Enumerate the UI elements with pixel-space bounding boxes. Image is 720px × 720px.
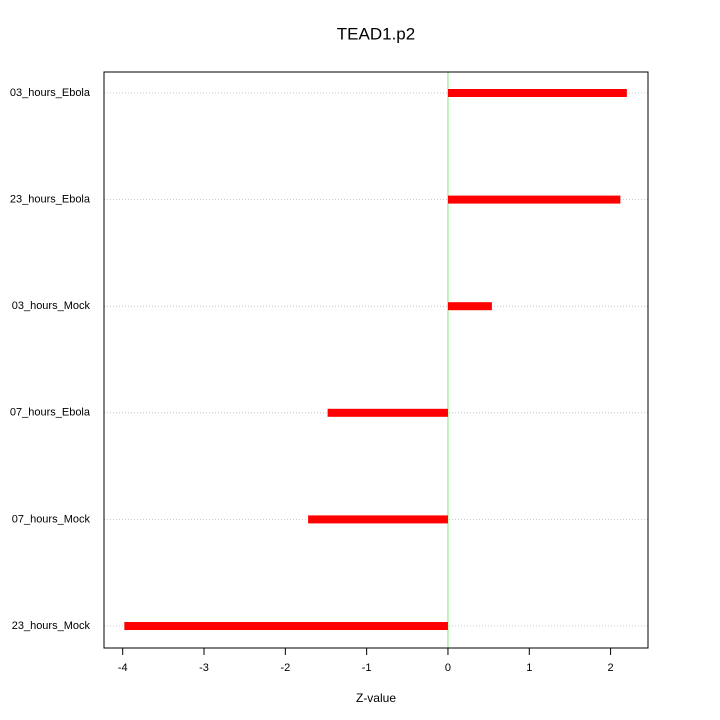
plot-frame: [103, 71, 649, 649]
x-tick-label: 0: [445, 662, 451, 674]
bar: [308, 515, 448, 524]
x-tick-label: 1: [526, 662, 532, 674]
y-tick-label: 07_hours_Ebola: [10, 407, 91, 419]
y-tick-label: 23_hours_Ebola: [10, 194, 91, 206]
bar: [327, 408, 448, 417]
x-tick-label: -3: [199, 662, 209, 674]
y-tick-label: 07_hours_Mock: [12, 513, 91, 525]
chart-title: TEAD1.p2: [337, 24, 415, 43]
x-tick-label: -4: [118, 662, 128, 674]
bar: [447, 302, 492, 311]
x-tick-label: 2: [608, 662, 614, 674]
x-tick-label: -1: [362, 662, 372, 674]
x-tick-label: -2: [280, 662, 290, 674]
y-tick-label: 03_hours_Ebola: [10, 87, 91, 99]
x-axis-label: Z-value: [356, 691, 396, 705]
bar: [447, 195, 621, 204]
y-tick-label: 23_hours_Mock: [12, 620, 91, 632]
y-tick-label: 03_hours_Mock: [12, 300, 91, 312]
bar: [447, 89, 627, 97]
bar: [124, 622, 448, 630]
